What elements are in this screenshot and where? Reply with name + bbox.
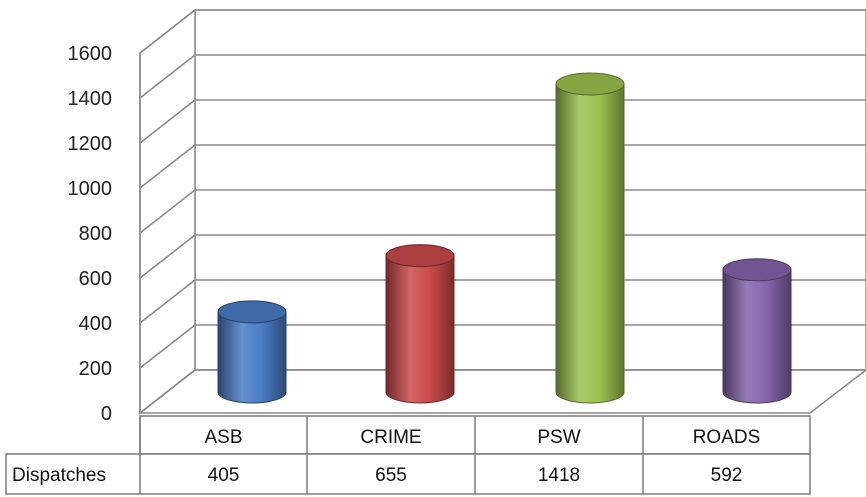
bar-top xyxy=(555,72,625,96)
category-label: ASB xyxy=(204,427,242,448)
side-gridline xyxy=(139,189,196,234)
side-gridline xyxy=(139,324,196,369)
y-tick-label: 1400 xyxy=(68,88,113,110)
bar-roads xyxy=(722,258,792,404)
value-label: 592 xyxy=(711,465,743,486)
y-tick-label: 1000 xyxy=(68,178,113,200)
side-gridline xyxy=(139,99,196,144)
y-tick-label: 600 xyxy=(79,268,112,290)
bar-crime xyxy=(385,244,455,404)
bar-asb xyxy=(217,300,287,404)
y-axis: 0 200 400 600 800 1000 1200 1400 1600 xyxy=(68,43,141,425)
data-table: ASB 405 CRIME 655 PSW 1418 ROADS 592 Dispatches xyxy=(5,415,811,495)
side-gridline xyxy=(139,279,196,324)
category-label: CRIME xyxy=(360,427,421,448)
series-name-label: Dispatches xyxy=(12,465,106,486)
side-gridline xyxy=(139,234,196,279)
bar-top xyxy=(385,244,455,268)
side-gridline xyxy=(139,369,196,414)
bar-top xyxy=(217,300,287,324)
side-gridline xyxy=(139,54,196,99)
bar-body xyxy=(722,269,792,404)
y-tick-label: 1200 xyxy=(68,133,113,155)
y-tick-label: 400 xyxy=(79,313,112,335)
value-label: 1418 xyxy=(538,465,580,486)
y-tick-label: 800 xyxy=(79,223,112,245)
bars xyxy=(217,72,792,404)
value-label: 405 xyxy=(208,465,240,486)
bar-body xyxy=(385,255,455,404)
y-tick-label: 1600 xyxy=(68,43,113,65)
bar-top xyxy=(722,258,792,282)
table-value-row xyxy=(5,453,811,495)
category-label: ROADS xyxy=(693,427,761,448)
value-label: 655 xyxy=(375,465,407,486)
bar-psw xyxy=(555,72,625,404)
y-tick-label: 200 xyxy=(79,358,112,380)
bar-body xyxy=(217,311,287,404)
y-tick-label: 0 xyxy=(101,403,112,425)
category-label: PSW xyxy=(537,427,580,448)
side-gridline xyxy=(139,144,196,189)
bar-body xyxy=(555,83,625,404)
side-gridline xyxy=(139,9,196,54)
